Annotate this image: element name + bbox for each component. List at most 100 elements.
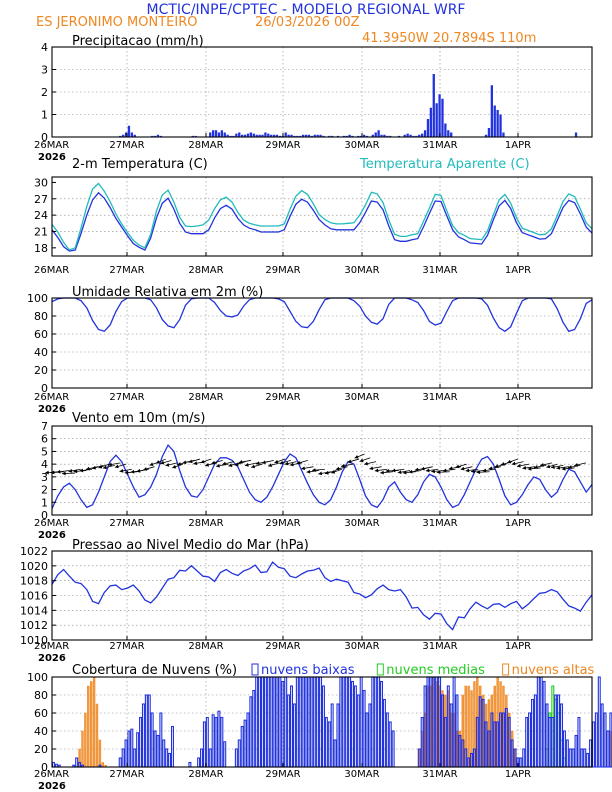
- cloud-bar: [597, 676, 601, 768]
- precip-bar: [484, 134, 488, 137]
- cloud-bar: [333, 739, 337, 768]
- precip-bar: [296, 135, 299, 137]
- cloud-bar: [156, 734, 160, 768]
- wind-arrowhead: [391, 468, 396, 473]
- cloud-bar: [255, 676, 259, 768]
- precip-bar: [380, 134, 383, 137]
- x-tick-label: 31MAR: [422, 641, 457, 652]
- cloud-bar: [519, 757, 523, 768]
- precip-bar: [223, 132, 226, 137]
- cloud-bar: [594, 712, 598, 768]
- precip-bar: [351, 135, 354, 137]
- cloud-bar: [223, 741, 227, 768]
- precip-bar: [328, 135, 331, 137]
- cloud-bar: [591, 721, 595, 768]
- precip-bar: [435, 103, 438, 137]
- x-tick-label: 26MAR: [34, 392, 69, 403]
- cloud-bar: [350, 680, 354, 768]
- precip-bar: [447, 130, 450, 137]
- x-tick-label: 30MAR: [344, 769, 379, 780]
- cloud-bar: [258, 676, 262, 768]
- precip-bar: [397, 135, 401, 137]
- cloud-bar: [81, 730, 84, 768]
- cloud-bar: [87, 685, 90, 768]
- precip-bar: [211, 130, 215, 137]
- series-line: [51, 297, 593, 333]
- y-tick-label: 60: [34, 707, 48, 720]
- cloud-bar: [385, 712, 389, 768]
- wind-arrowhead: [172, 464, 177, 469]
- cloud-bar: [205, 716, 209, 768]
- cloud-bar: [240, 725, 244, 768]
- cloud-bar: [153, 730, 157, 768]
- header-coords: 41.3950W 20.7894S 110m: [362, 31, 536, 46]
- wind-arrowhead: [476, 470, 481, 475]
- cloud-bar: [165, 748, 169, 768]
- precip-bar: [574, 132, 578, 137]
- x-tick-label: 27MAR: [109, 392, 144, 403]
- precip-bar: [496, 110, 499, 137]
- x-tick-label: 28MAR: [188, 392, 223, 403]
- precip-bar: [383, 134, 386, 137]
- precip-bar: [290, 134, 293, 137]
- y-tick-label: 100: [27, 671, 48, 684]
- wind-arrowhead: [289, 462, 294, 467]
- panel-clouds: 0 20 40 60 80 100 26MAR 27MAR 28MAR 29MAR 30MAR 31M…: [27, 663, 612, 792]
- precip-bar: [249, 132, 253, 137]
- x-year-label: 2026: [38, 152, 66, 163]
- precip-bar: [342, 135, 345, 137]
- y-tick-label: 0: [41, 382, 48, 395]
- y-tick-label: 5: [41, 445, 48, 458]
- cloud-bar: [118, 757, 122, 768]
- cloud-bar: [266, 676, 270, 768]
- wind-arrowhead: [102, 465, 107, 470]
- wind-arrowhead: [114, 464, 119, 469]
- cloud-bar: [356, 694, 360, 768]
- wind-arrowhead: [200, 459, 205, 464]
- cloud-bar: [252, 689, 256, 768]
- y-tick-label: 40: [34, 346, 48, 359]
- cloud-bar: [272, 676, 276, 768]
- cloud-bar: [101, 762, 105, 768]
- cloud-bar: [580, 748, 584, 768]
- wind-arrowhead: [211, 460, 216, 465]
- cloud-bar: [606, 730, 610, 768]
- precip-bar: [232, 135, 235, 137]
- x-year-label: 2026: [38, 781, 66, 792]
- x-tick-label: 1APR: [505, 769, 531, 780]
- wind-arrowhead: [425, 468, 430, 473]
- cloud-bar: [554, 694, 558, 768]
- cloud-bar: [301, 676, 305, 768]
- precip-bar: [220, 130, 223, 137]
- cloud-bar: [365, 712, 369, 768]
- precip-bar: [365, 135, 369, 137]
- y-tick-label: 24: [34, 209, 48, 222]
- wind-arrowhead: [130, 469, 135, 474]
- x-tick-label: 1APR: [505, 392, 531, 403]
- cloud-bar: [330, 703, 334, 768]
- precip-bar: [235, 133, 238, 137]
- precip-bar: [255, 134, 258, 137]
- x-tick-label: 30MAR: [344, 140, 379, 151]
- y-tick-label: 1020: [20, 560, 48, 573]
- precip-bar: [389, 135, 392, 137]
- cloud-bar: [525, 716, 529, 768]
- cloud-bar: [533, 694, 537, 768]
- precip-bar: [229, 135, 232, 137]
- wind-arrowhead: [420, 466, 425, 471]
- precip-bar: [246, 133, 250, 137]
- cloud-bar: [586, 752, 590, 768]
- cloud-bar: [139, 716, 143, 768]
- precip-bar: [121, 134, 125, 137]
- wind-arrowhead: [73, 469, 78, 474]
- legend-label: nuvens medias: [386, 663, 485, 678]
- precip-bar: [243, 134, 247, 137]
- precip-bar: [310, 135, 313, 137]
- wind-arrowhead: [471, 469, 475, 474]
- cloud-bar: [530, 698, 534, 768]
- y-tick-label: 4: [41, 458, 48, 471]
- precip-bar: [360, 135, 363, 137]
- x-tick-label: 29MAR: [265, 392, 300, 403]
- precip-bar: [209, 132, 212, 137]
